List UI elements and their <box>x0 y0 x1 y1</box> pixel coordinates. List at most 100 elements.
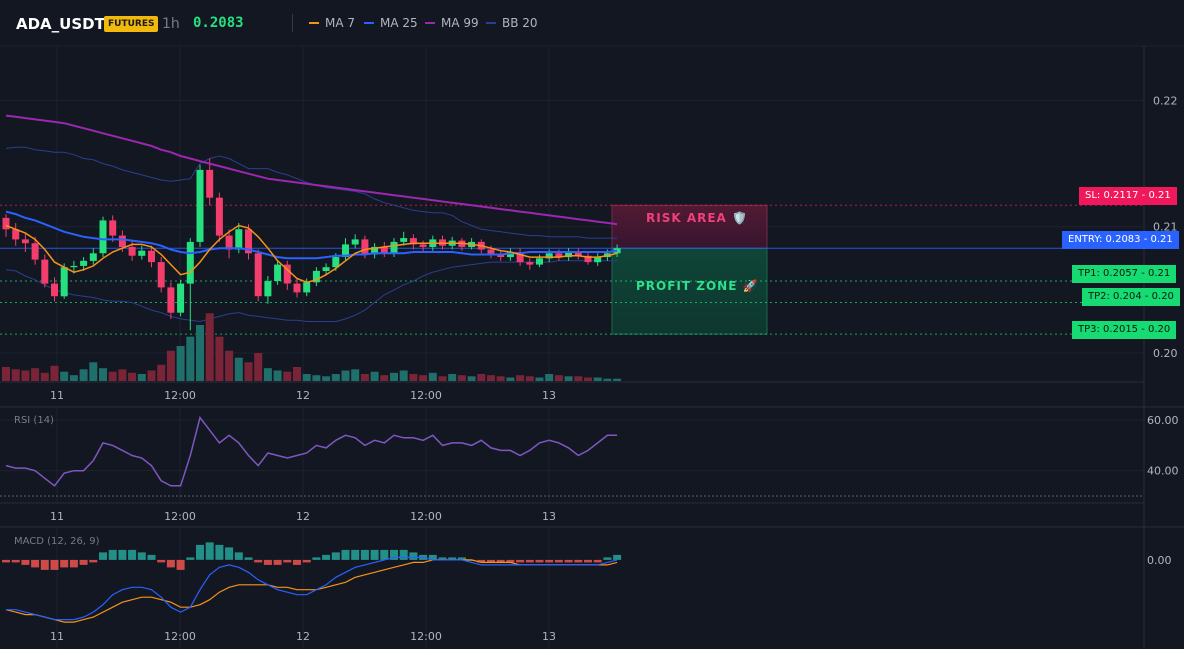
symbol-label[interactable]: ADA_USDT <box>16 15 105 33</box>
legend-label-ma25: MA 25 <box>380 16 418 30</box>
volume-bar <box>79 369 88 381</box>
macd-signal-line <box>5 559 618 623</box>
macd-histogram-bar <box>477 559 486 563</box>
time-tick-label: 11 <box>50 510 64 523</box>
macd-histogram-bar <box>516 559 525 563</box>
candle-body <box>157 262 165 288</box>
macd-histogram-bar <box>225 547 234 560</box>
legend-swatch-ma25 <box>364 22 374 24</box>
volume-bar <box>11 369 20 381</box>
macd-histogram-bar <box>322 554 331 560</box>
price-tick-label: 0.20 <box>1153 347 1178 360</box>
entry-tag-axis: 0.21 <box>1150 234 1173 245</box>
macd-histogram-bar <box>312 557 321 560</box>
volume-bar <box>535 377 544 381</box>
candle-body <box>99 220 107 254</box>
candle-body <box>80 260 88 266</box>
volume-bar <box>399 370 408 381</box>
candle-body <box>118 235 126 247</box>
tp1-tag-axis: 0.21 <box>1148 268 1171 279</box>
volume-bar <box>448 374 457 381</box>
volume-bar <box>467 376 476 381</box>
legend-ma7[interactable]: MA 7 <box>309 16 355 30</box>
macd-histogram-bar <box>128 549 137 560</box>
sl-tag-label: SL: 0.2117 <box>1085 190 1139 201</box>
candle-body <box>196 169 204 242</box>
candle-body <box>41 259 49 284</box>
volume-bar <box>166 350 175 381</box>
macd-histogram-bar <box>380 549 389 560</box>
volume-bar <box>254 353 263 381</box>
candle-body <box>342 244 349 257</box>
macd-histogram-bar <box>2 559 10 563</box>
level-lines <box>0 204 1144 335</box>
legend-bb20[interactable]: BB 20 <box>486 16 538 30</box>
time-tick-label: 12:00 <box>164 510 196 523</box>
risk-area-label: RISK AREA 🛡️ <box>646 211 748 225</box>
macd-histogram-bar <box>273 559 282 565</box>
tp2-tag-axis: 0.20 <box>1151 291 1174 302</box>
tp2-tag: TP2: 0.204 - 0.20 <box>1082 288 1180 306</box>
volume-bar <box>157 364 166 381</box>
time-tick-label: 12:00 <box>410 510 442 523</box>
candle-body <box>536 258 543 265</box>
candle-body <box>361 239 369 255</box>
candle-body <box>506 252 514 258</box>
macd-histogram-bar <box>496 559 505 563</box>
candle-body <box>293 283 301 293</box>
tp1-tag-label: TP1: 0.2057 <box>1078 268 1139 279</box>
candle-body <box>390 241 398 254</box>
volume-bar <box>380 375 389 381</box>
macd-histogram-bar <box>341 549 350 560</box>
moving-averages <box>5 114 618 284</box>
candle-body <box>12 229 20 240</box>
macd-histogram-bar <box>69 559 78 568</box>
volume-bar <box>244 362 253 381</box>
volume-bar <box>99 368 107 381</box>
candle-body <box>167 287 175 313</box>
macd-histogram-bar <box>535 559 544 563</box>
macd-histogram-bar <box>584 559 592 563</box>
candle-body <box>206 169 214 198</box>
candle-body <box>254 253 262 297</box>
bb-lower-line <box>5 260 618 323</box>
time-tick-label: 11 <box>50 389 64 402</box>
time-tick-label: 12 <box>296 389 310 402</box>
volume-bar <box>302 374 311 381</box>
macd-label: MACD (12, 26, 9) <box>14 536 100 547</box>
profit-zone-label: PROFIT ZONE 🚀 <box>636 279 759 293</box>
volume-bar <box>312 375 321 381</box>
time-tick-label: 13 <box>542 630 556 643</box>
macd-histogram-bar <box>603 557 612 560</box>
futures-badge: FUTURES <box>104 16 159 32</box>
candle-body <box>51 283 58 297</box>
candle-body <box>186 241 194 284</box>
tp1-tag: TP1: 0.2057 - 0.21 <box>1072 265 1177 283</box>
macd-histogram-bar <box>428 554 437 560</box>
volume-bar <box>438 376 447 381</box>
volume-bar <box>263 368 272 381</box>
macd-histogram-bar <box>137 552 146 560</box>
candle-body <box>419 244 427 247</box>
legend-label-bb20: BB 20 <box>502 16 538 30</box>
macd-histogram-bar <box>157 559 166 563</box>
volume-bar <box>419 375 428 381</box>
volume-bar <box>457 375 466 381</box>
macd-histogram-bar <box>457 557 466 560</box>
time-tick-label: 12 <box>296 630 310 643</box>
legend-ma99[interactable]: MA 99 <box>425 16 479 30</box>
macd-histogram-bar <box>545 559 554 563</box>
risk-area-zone <box>611 204 768 249</box>
tp3-tag: TP3: 0.2015 - 0.20 <box>1072 321 1177 339</box>
timeframe-label[interactable]: 1h <box>162 16 180 32</box>
bollinger-bands <box>5 146 618 323</box>
rsi-panel <box>0 415 1144 497</box>
macd-histogram-bar <box>215 544 224 560</box>
volume-bar <box>2 367 10 381</box>
macd-histogram-bar <box>99 552 107 560</box>
volume-bar <box>205 313 214 381</box>
legend-ma25[interactable]: MA 25 <box>364 16 418 30</box>
macd-histogram-bar <box>31 559 40 568</box>
volume-bar <box>506 377 515 381</box>
